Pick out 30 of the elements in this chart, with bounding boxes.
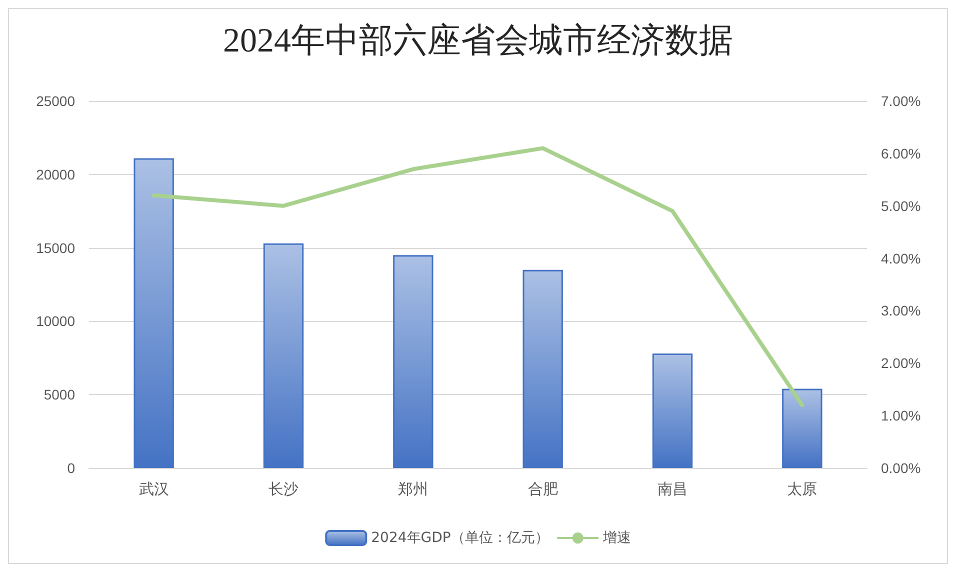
y2-tick-label: 6.00% [881, 145, 921, 162]
x-tick-label: 武汉 [138, 481, 169, 498]
y2-tick-label: 5.00% [881, 198, 921, 214]
y2-tick-label: 4.00% [881, 250, 921, 266]
x-tick-label: 长沙 [268, 481, 298, 498]
bar [782, 388, 822, 468]
y2-tick-label: 3.00% [881, 302, 921, 319]
y-tick-label: 0 [67, 460, 76, 476]
bar [263, 243, 304, 468]
y2-tick-label: 1.00% [881, 408, 921, 424]
bar [652, 353, 693, 468]
bar [393, 255, 434, 468]
legend-label: 2024年GDP（单位：亿元） [371, 530, 549, 546]
x-tick-label: 太原 [787, 481, 818, 498]
x-tick-label: 郑州 [398, 481, 428, 498]
chart-title: 2024年中部六座省会城市经济数据 [223, 22, 733, 60]
bar [522, 270, 563, 468]
y-tick-label: 5000 [44, 386, 76, 403]
y2-tick-label: 7.00% [881, 93, 921, 109]
y-tick-label: 10000 [36, 313, 76, 330]
y2-tick-label: 2.00% [881, 355, 921, 372]
x-tick-label: 合肥 [528, 481, 558, 498]
y-tick-label: 15000 [36, 240, 76, 256]
y2-tick-label: 0.00% [881, 460, 921, 476]
x-tick-label: 南昌 [658, 481, 688, 498]
legend-label: 增速 [602, 530, 631, 546]
line-series [152, 146, 804, 408]
y-tick-label: 25000 [36, 93, 76, 109]
bar [134, 158, 174, 468]
y-tick-label: 20000 [36, 166, 76, 182]
